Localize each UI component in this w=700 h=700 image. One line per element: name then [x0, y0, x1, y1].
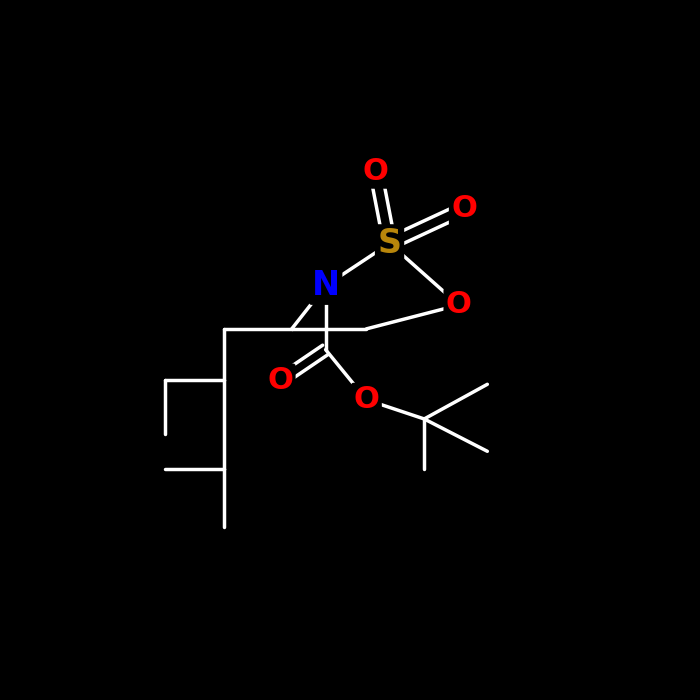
Text: O: O [446, 290, 472, 319]
Text: O: O [267, 366, 293, 395]
Text: N: N [312, 270, 340, 302]
Text: O: O [363, 158, 389, 186]
Text: O: O [452, 194, 477, 223]
Text: O: O [354, 385, 379, 414]
Text: S: S [377, 227, 402, 260]
